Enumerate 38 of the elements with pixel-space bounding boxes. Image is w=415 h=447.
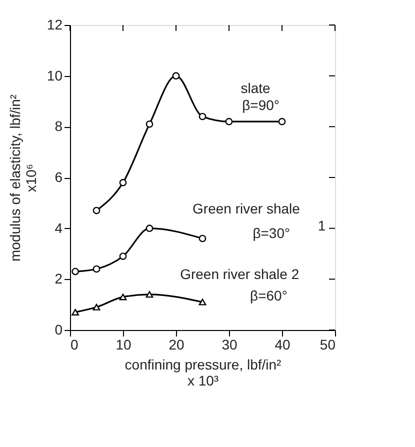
point [119, 252, 127, 260]
y-tick-label: 12 [46, 16, 63, 32]
annotation: Green river shale 2 [180, 266, 300, 282]
point [146, 224, 154, 232]
point [146, 120, 154, 128]
point [198, 234, 206, 242]
x-tick-label: 40 [274, 336, 290, 352]
point [198, 112, 206, 120]
y-tick-label: 10 [46, 67, 63, 84]
x-tick-label: 50 [320, 336, 336, 352]
point [146, 291, 154, 298]
annotation: β=90° [242, 96, 280, 113]
point [198, 298, 206, 306]
y-tick-label: 0 [54, 322, 63, 338]
y-tick-label: 6 [54, 169, 63, 185]
annotation: slate [240, 80, 270, 96]
annotation: Green river shale [192, 200, 300, 217]
point [119, 178, 127, 186]
x-tick-label: 20 [168, 336, 184, 352]
x-tick-label: 10 [116, 336, 132, 352]
y-tick-label: 8 [54, 118, 63, 134]
annotation: β=60° [250, 287, 288, 304]
x-tick-label: 0 [70, 336, 78, 352]
point [172, 72, 180, 80]
point [92, 206, 100, 214]
x-tick-label: 30 [222, 336, 238, 352]
y-axis-title: modulus of elasticity, lbf/in² x10⁶ [6, 94, 39, 262]
point [278, 118, 286, 126]
point [92, 304, 100, 310]
annotation: 1 [318, 217, 326, 234]
y-tick-label: 4 [54, 220, 63, 236]
point [119, 294, 127, 300]
y-tick-label: 2 [54, 270, 63, 287]
x-axis-title: confining pressure, lbf/in² x 10³ [124, 356, 282, 388]
annotation: β=30° [252, 224, 290, 241]
point [225, 118, 233, 126]
point [72, 268, 79, 276]
point [92, 265, 100, 273]
